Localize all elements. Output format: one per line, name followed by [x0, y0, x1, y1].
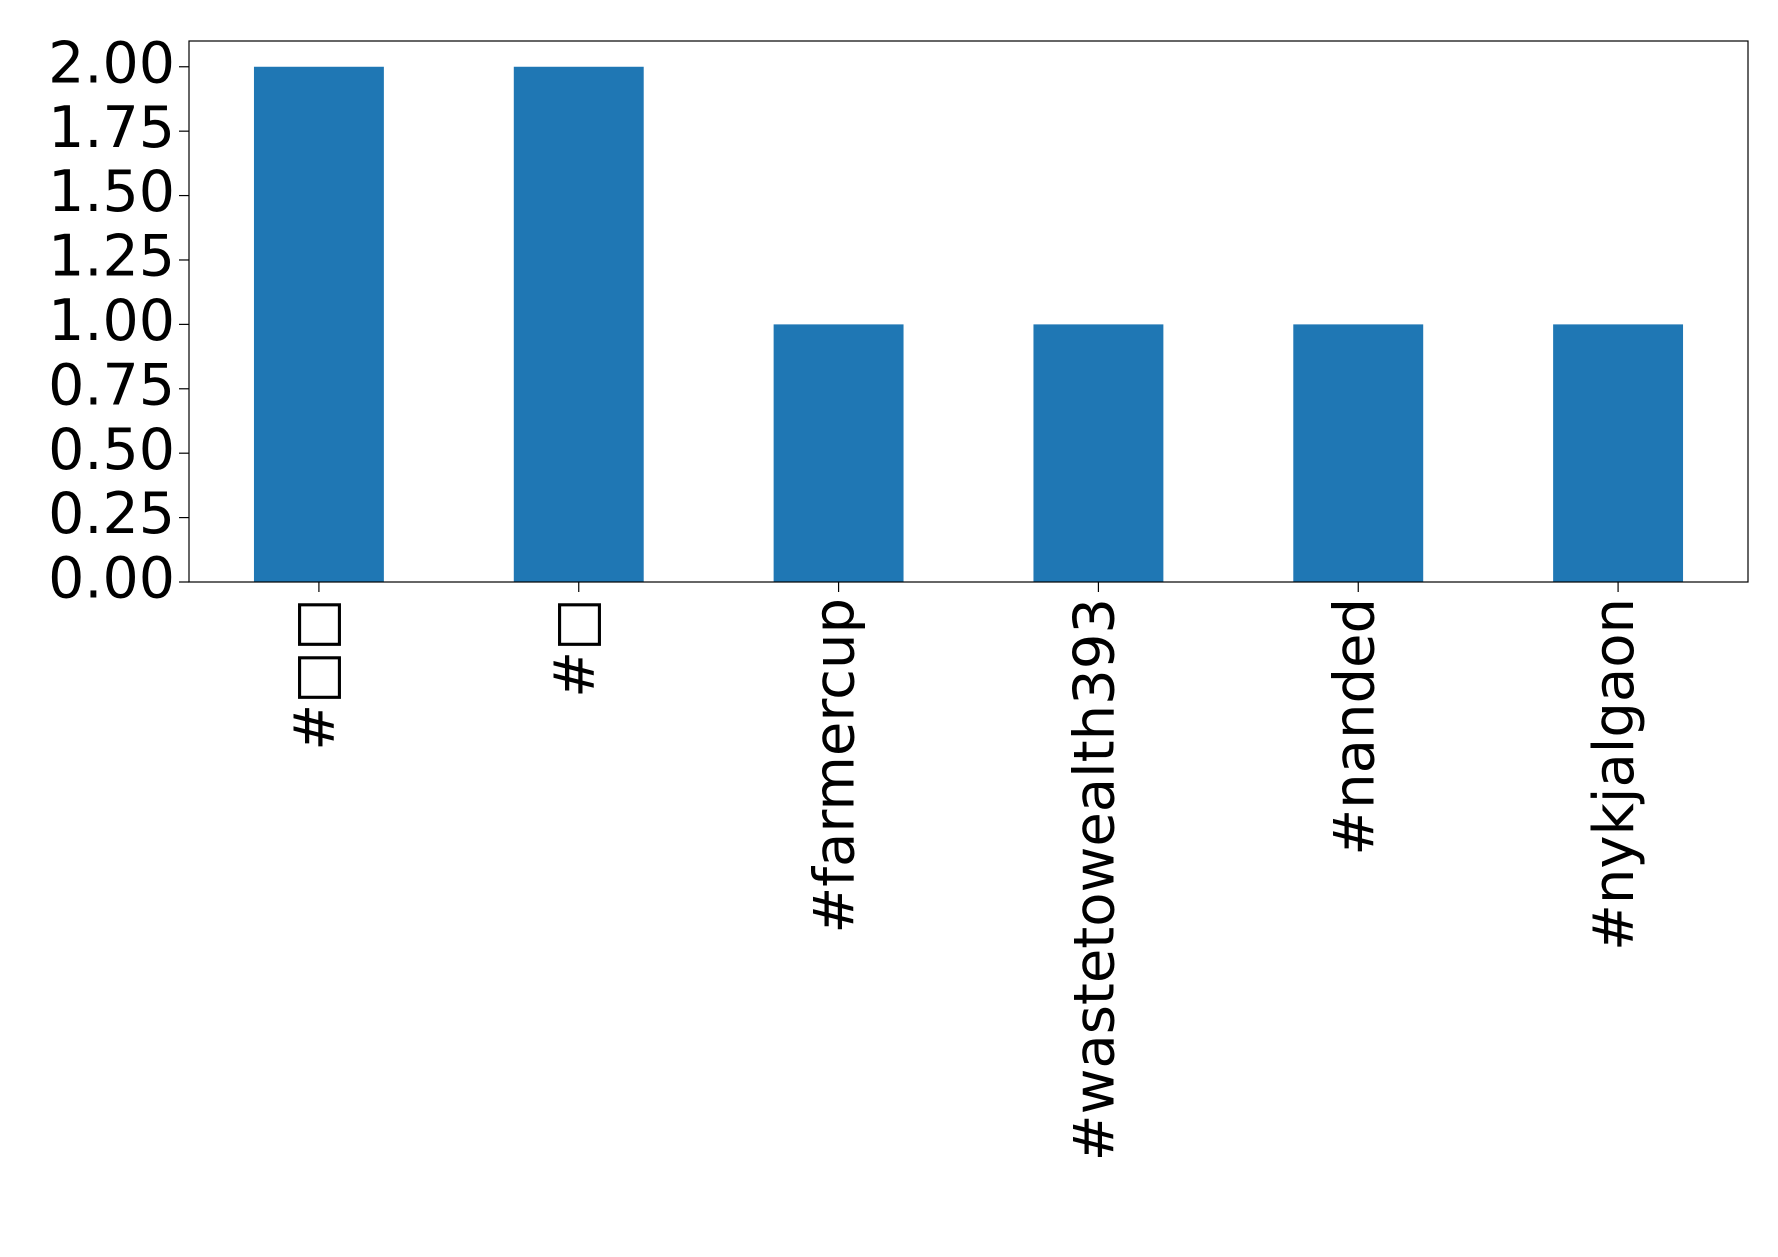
x-tick-label: #□□	[283, 598, 348, 751]
bar	[773, 324, 904, 582]
x-tick-label: #wastetowealth393	[1063, 598, 1128, 1161]
y-tick-label: 0.50	[48, 417, 175, 483]
y-tick-label: 1.75	[48, 95, 175, 161]
bar	[253, 66, 384, 582]
plot-frame	[188, 40, 1749, 583]
x-tick-label: #farmercup	[803, 598, 868, 934]
y-tick-label: 2.00	[48, 30, 175, 96]
y-tick-label: 0.00	[48, 546, 175, 612]
y-tick-label: 1.25	[48, 224, 175, 290]
bar	[1033, 324, 1164, 582]
y-tick-label: 1.50	[48, 159, 175, 225]
bar	[1553, 324, 1684, 582]
x-tick-label: #□	[543, 598, 608, 698]
bar	[513, 66, 644, 582]
x-tick-label: #nanded	[1322, 598, 1387, 856]
y-tick-label: 0.25	[48, 481, 175, 547]
y-tick-label: 1.00	[48, 288, 175, 354]
x-tick-label: #nykjalgaon	[1582, 598, 1647, 951]
y-tick-label: 0.75	[48, 352, 175, 418]
bar	[1293, 324, 1424, 582]
